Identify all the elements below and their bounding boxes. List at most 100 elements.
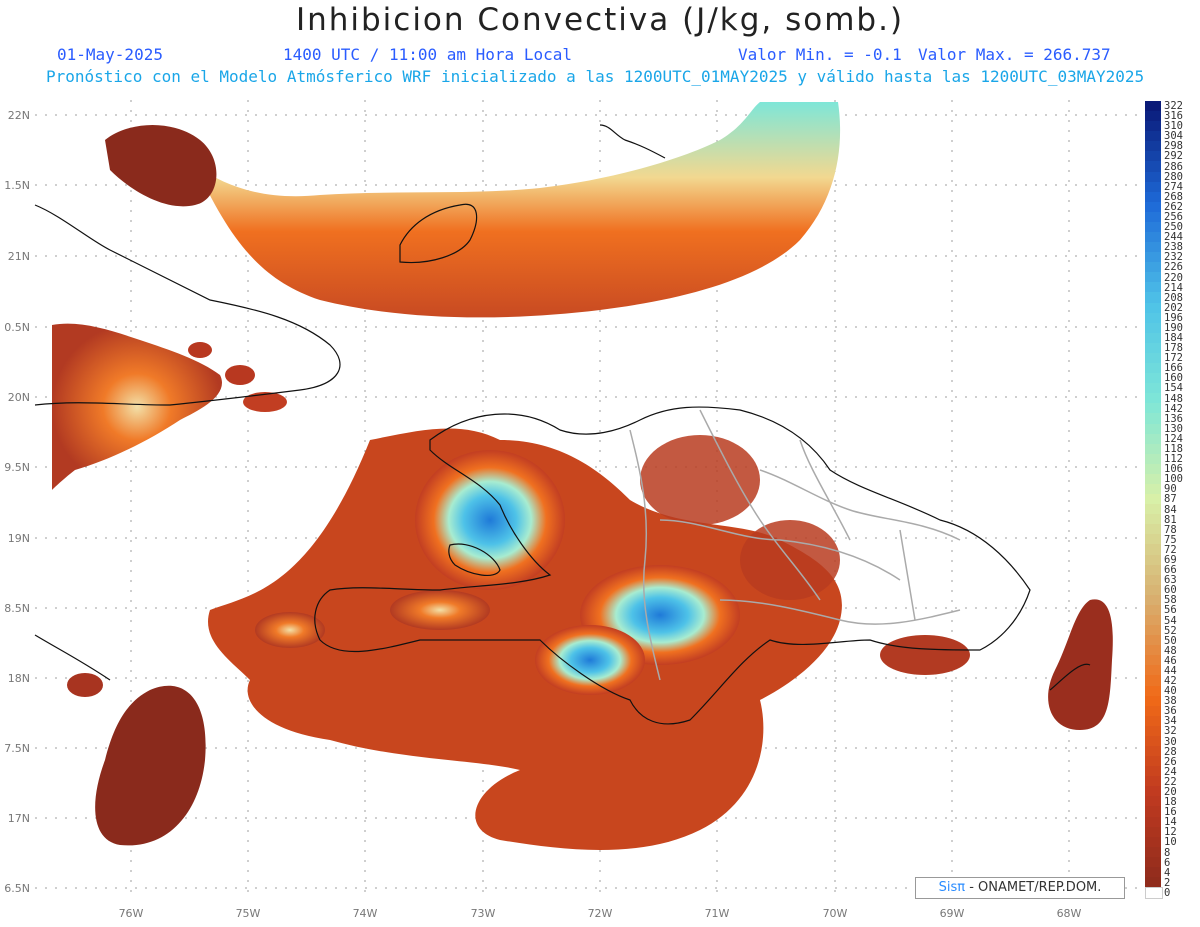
colorbar-swatch xyxy=(1145,766,1161,777)
colorbar-swatch xyxy=(1145,151,1161,162)
colorbar-label: 34 xyxy=(1164,715,1177,728)
colorbar-swatch xyxy=(1145,866,1161,878)
colorbar-swatch xyxy=(1145,655,1161,666)
colorbar xyxy=(1145,101,1163,900)
colorbar-label: 142 xyxy=(1164,402,1183,415)
colorbar-swatch xyxy=(1145,735,1161,746)
map-title: Inhibicion Convectiva (J/kg, somb.) xyxy=(295,2,905,38)
colorbar-label: 18 xyxy=(1164,796,1177,809)
colorbar-swatch xyxy=(1145,594,1161,605)
lat-label: 20N xyxy=(7,391,30,404)
colorbar-swatch xyxy=(1145,121,1161,132)
colorbar-label: 220 xyxy=(1164,271,1183,284)
colorbar-label: 280 xyxy=(1164,170,1183,183)
colorbar-label: 214 xyxy=(1164,281,1183,294)
colorbar-swatch xyxy=(1145,463,1161,474)
colorbar-label: 8 xyxy=(1164,846,1171,859)
colorbar-label: 12 xyxy=(1164,826,1177,839)
lon-label: 70W xyxy=(822,907,848,920)
colorbar-label: 250 xyxy=(1164,221,1183,234)
colorbar-label: 40 xyxy=(1164,685,1177,698)
colorbar-label: 112 xyxy=(1164,453,1183,466)
value-min: Valor Min. = -0.1 xyxy=(738,45,902,64)
colorbar-swatch xyxy=(1145,201,1161,212)
colorbar-label: 262 xyxy=(1164,200,1183,213)
credit-org: - ONAMET/REP.DOM. xyxy=(969,880,1102,895)
colorbar-swatch xyxy=(1145,262,1161,273)
colorbar-label: 22 xyxy=(1164,775,1177,788)
colorbar-label: 232 xyxy=(1164,251,1183,264)
colorbar-label: 0 xyxy=(1164,886,1171,899)
colorbar-label: 44 xyxy=(1164,664,1177,677)
value-max: Valor Max. = 266.737 xyxy=(918,45,1111,64)
colorbar-label: 286 xyxy=(1164,160,1183,173)
lat-label: 1.5N xyxy=(4,179,30,192)
colorbar-label: 136 xyxy=(1164,412,1183,425)
colorbar-swatch xyxy=(1145,443,1161,454)
lat-label: 22N xyxy=(7,109,30,122)
colorbar-label: 36 xyxy=(1164,705,1177,718)
cuba-cin-patch xyxy=(52,323,287,490)
colorbar-swatch xyxy=(1145,564,1161,575)
lat-label: 6.5N xyxy=(4,882,30,895)
colorbar-label: 26 xyxy=(1164,755,1177,768)
colorbar-swatch xyxy=(1145,554,1161,565)
colorbar-label: 54 xyxy=(1164,614,1177,627)
lon-label: 73W xyxy=(470,907,496,920)
colorbar-label: 6 xyxy=(1164,856,1171,869)
colorbar-swatch xyxy=(1145,181,1161,192)
colorbar-swatch xyxy=(1145,574,1161,585)
colorbar-label: 166 xyxy=(1164,362,1183,375)
colorbar-swatch xyxy=(1145,232,1161,243)
colorbar-label: 304 xyxy=(1164,130,1183,143)
colorbar-swatch xyxy=(1145,836,1161,847)
colorbar-swatch xyxy=(1145,816,1161,827)
colorbar-label: 244 xyxy=(1164,231,1183,244)
northern-cin-band xyxy=(105,102,841,318)
colorbar-label: 256 xyxy=(1164,210,1183,223)
colorbar-swatch xyxy=(1145,746,1161,757)
colorbar-swatch xyxy=(1145,161,1161,172)
colorbar-label: 50 xyxy=(1164,634,1177,647)
colorbar-swatch xyxy=(1145,695,1161,706)
colorbar-swatch xyxy=(1145,302,1161,313)
colorbar-label: 72 xyxy=(1164,543,1177,556)
lat-label: 19N xyxy=(7,532,30,545)
forecast-date: 01-May-2025 xyxy=(57,45,163,64)
colorbar-swatch xyxy=(1145,756,1161,767)
colorbar-label: 178 xyxy=(1164,342,1183,355)
colorbar-swatch xyxy=(1145,685,1161,696)
colorbar-label: 32 xyxy=(1164,725,1177,738)
colorbar-swatch xyxy=(1145,645,1161,656)
lat-label: 18N xyxy=(7,672,30,685)
colorbar-swatch xyxy=(1145,171,1161,182)
colorbar-swatch xyxy=(1145,423,1161,434)
colorbar-swatch xyxy=(1145,483,1161,495)
colorbar-swatch xyxy=(1145,332,1161,343)
colorbar-swatch xyxy=(1145,776,1161,787)
colorbar-swatch xyxy=(1145,433,1161,444)
colorbar-label: 63 xyxy=(1164,574,1177,587)
colorbar-label: 190 xyxy=(1164,321,1183,334)
colorbar-label: 274 xyxy=(1164,180,1183,193)
colorbar-label: 106 xyxy=(1164,463,1183,476)
colorbar-label: 60 xyxy=(1164,584,1177,597)
colorbar-label: 208 xyxy=(1164,291,1183,304)
colorbar-label: 310 xyxy=(1164,120,1183,133)
colorbar-swatch xyxy=(1145,604,1161,615)
colorbar-swatch xyxy=(1145,796,1161,807)
colorbar-label: 24 xyxy=(1164,765,1177,778)
colorbar-swatch xyxy=(1145,373,1161,384)
lat-label: 0.5N xyxy=(4,321,30,334)
colorbar-swatch xyxy=(1145,141,1161,152)
lon-label: 71W xyxy=(704,907,730,920)
colorbar-swatch xyxy=(1145,352,1161,364)
colorbar-label: 69 xyxy=(1164,553,1177,566)
colorbar-swatch xyxy=(1145,725,1161,736)
colorbar-swatch xyxy=(1145,504,1161,515)
colorbar-swatch xyxy=(1145,877,1161,888)
colorbar-label: 30 xyxy=(1164,735,1177,748)
colorbar-label: 48 xyxy=(1164,644,1177,657)
lon-label: 74W xyxy=(352,907,378,920)
colorbar-label: 268 xyxy=(1164,190,1183,203)
